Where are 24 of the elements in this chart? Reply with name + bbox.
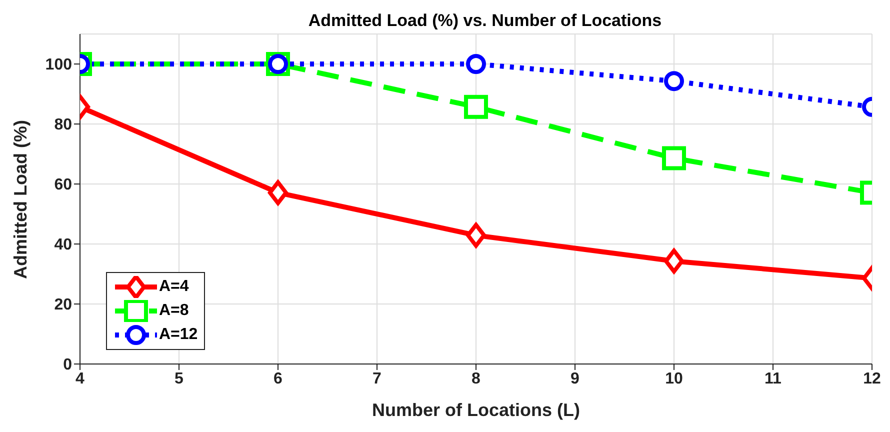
point	[464, 94, 488, 119]
point	[466, 222, 486, 248]
x-tick-label: 12	[863, 370, 881, 388]
y-axis-title: Admitted Load (%)	[10, 120, 30, 279]
x-tick-label: 6	[274, 370, 283, 388]
x-tick-label: 8	[472, 370, 481, 388]
x-tick-label: 7	[372, 370, 382, 388]
x-tick-label: 5	[174, 370, 184, 388]
y-tick-label: 0	[63, 356, 72, 374]
x-tick-label: 9	[570, 370, 580, 388]
y-tick-label: 100	[45, 56, 72, 74]
legend-label: A=12	[159, 326, 198, 344]
y-tick-label: 40	[54, 236, 72, 254]
legend-label: A=4	[159, 278, 189, 296]
x-tick-label: 10	[665, 370, 683, 388]
point	[466, 54, 486, 74]
x-tick-label: 11	[764, 370, 782, 388]
chart-title: Admitted Load (%) vs. Number of Locations	[308, 11, 662, 30]
y-tick-label: 80	[54, 116, 72, 134]
legend-label: A=8	[159, 302, 189, 320]
x-tick-label: 4	[76, 370, 85, 388]
x-axis-title: Number of Locations (L)	[372, 400, 580, 420]
y-tick-label: 20	[54, 296, 72, 314]
y-tick-label: 60	[54, 176, 72, 194]
